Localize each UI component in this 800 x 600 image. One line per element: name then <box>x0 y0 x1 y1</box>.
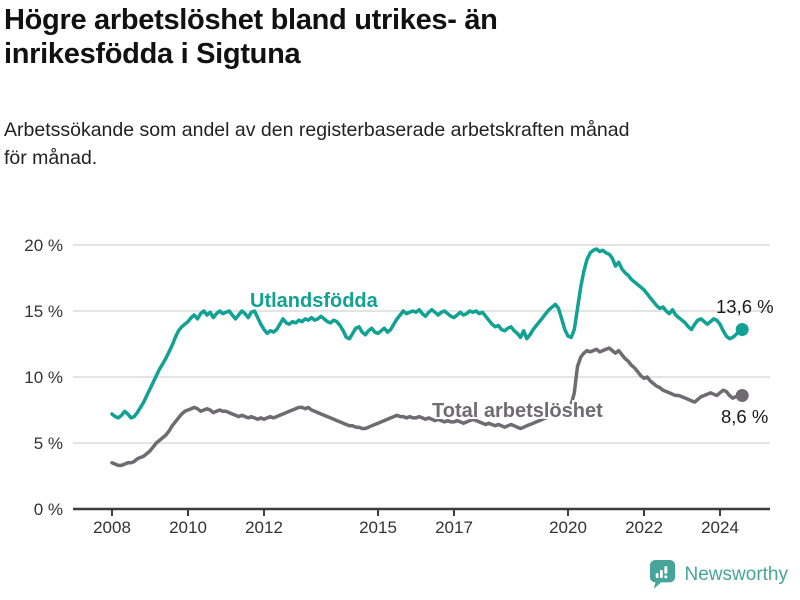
y-tick-label: 5 % <box>34 434 63 453</box>
newsworthy-brand-link[interactable]: Newsworthy <box>649 559 788 590</box>
page-title: Högre arbetslöshet bland utrikes- än inr… <box>4 4 498 70</box>
x-tick-label: 2010 <box>169 518 207 537</box>
x-tick-label: 2020 <box>549 518 587 537</box>
y-tick-label: 20 % <box>24 236 63 255</box>
y-tick-label: 15 % <box>24 302 63 321</box>
series-label-utlandsfodda: Utlandsfödda <box>250 290 378 312</box>
x-tick-label: 2022 <box>625 518 663 537</box>
line-utlandsfodda <box>110 247 744 420</box>
newsworthy-logo-icon <box>649 559 677 590</box>
end-value-utlandsfodda: 13,6 % <box>716 296 774 317</box>
series-label-total: Total arbetslöshet <box>432 400 603 422</box>
newsworthy-brand-text: Newsworthy <box>684 563 788 585</box>
x-tick-label: 2012 <box>245 518 283 537</box>
end-dot <box>735 323 749 336</box>
x-tick-label: 2015 <box>359 518 397 537</box>
x-tick-label: 2017 <box>435 518 473 537</box>
y-tick-label: 0 % <box>34 500 63 519</box>
x-tick-label: 2024 <box>701 518 739 537</box>
line-total <box>110 346 744 468</box>
chart-subtitle: Arbetssökande som andel av den registerb… <box>4 119 630 170</box>
end-value-total: 8,6 % <box>721 406 769 427</box>
x-tick-label: 2008 <box>93 518 131 537</box>
end-dot <box>735 389 749 402</box>
y-tick-label: 10 % <box>24 368 63 387</box>
